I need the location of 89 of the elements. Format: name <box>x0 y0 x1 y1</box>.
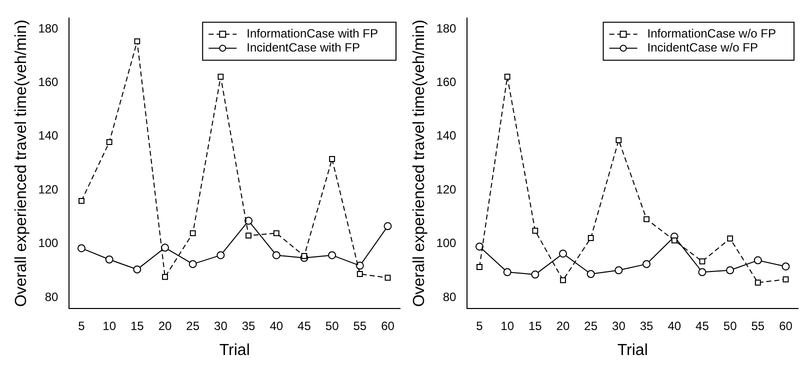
point <box>644 216 650 222</box>
point <box>671 237 678 244</box>
point <box>586 270 595 278</box>
point <box>328 251 336 260</box>
x-tick-label: 50 <box>723 318 738 333</box>
point <box>162 274 168 280</box>
point <box>503 268 512 276</box>
point <box>699 258 706 264</box>
point <box>329 156 336 162</box>
x-tick-label: 55 <box>751 318 765 333</box>
x-tick-label: 40 <box>668 318 682 333</box>
x-tick-label: 25 <box>584 318 598 333</box>
x-tick-label: 10 <box>102 318 116 333</box>
point <box>106 139 112 146</box>
point <box>246 232 252 239</box>
y-tick-label: 140 <box>436 128 457 143</box>
y-tick-label: 160 <box>436 75 457 89</box>
x-tick-label: 60 <box>779 318 793 333</box>
x-tick-label: 45 <box>696 318 710 333</box>
legend-label: InformationCase w/o FP <box>647 26 776 41</box>
point <box>726 266 734 274</box>
y-tick-label: 180 <box>436 21 457 36</box>
x-tick-label: 20 <box>556 318 570 333</box>
y-tick-label: 80 <box>442 290 457 304</box>
y-tick-label: 100 <box>38 236 59 250</box>
point <box>782 276 789 282</box>
point <box>754 256 762 264</box>
x-axis-title: Trial <box>617 342 648 359</box>
x-tick-label: 35 <box>242 318 256 333</box>
y-axis-title: Overall experienced travel time(veh/min) <box>13 20 30 307</box>
point <box>134 38 140 44</box>
legend-label: InformationCase with FP <box>246 26 378 41</box>
x-tick-label: 35 <box>640 318 654 333</box>
point <box>218 74 224 80</box>
y-tick-label: 80 <box>44 290 59 304</box>
point <box>642 260 651 268</box>
point <box>356 271 363 277</box>
x-tick-label: 10 <box>500 318 514 333</box>
y-tick-label: 180 <box>38 21 59 36</box>
x-tick-label: 45 <box>298 318 312 333</box>
y-tick-label: 120 <box>436 182 457 196</box>
point <box>588 235 594 241</box>
point <box>161 244 170 252</box>
y-tick-label: 120 <box>38 182 59 196</box>
x-tick-label: 30 <box>214 318 228 333</box>
x-tick-label: 50 <box>325 318 340 333</box>
point <box>614 266 623 274</box>
x-tick-label: 30 <box>612 318 626 333</box>
point <box>78 198 84 204</box>
point <box>356 262 364 270</box>
x-tick-label: 40 <box>270 318 284 333</box>
point <box>754 280 761 286</box>
point <box>727 236 734 242</box>
point <box>273 230 280 236</box>
x-tick-label: 20 <box>158 318 172 333</box>
point <box>782 262 790 270</box>
x-tick-label: 25 <box>186 318 200 333</box>
legend-label: IncidentCase w/o FP <box>647 40 758 55</box>
x-axis-title: Trial <box>219 342 250 359</box>
point <box>105 255 114 264</box>
point <box>532 228 538 234</box>
x-tick-label: 60 <box>381 318 395 333</box>
point <box>616 137 622 144</box>
point <box>504 74 510 80</box>
point <box>244 216 253 225</box>
point <box>559 250 568 258</box>
point <box>531 270 540 279</box>
x-tick-label: 15 <box>130 318 144 333</box>
legend-label: IncidentCase with FP <box>246 40 360 55</box>
point <box>188 260 197 268</box>
point <box>475 242 484 251</box>
point <box>77 244 86 252</box>
point <box>698 268 706 276</box>
x-tick-label: 55 <box>353 318 367 333</box>
point <box>560 277 566 284</box>
point <box>301 253 308 259</box>
y-tick-label: 100 <box>436 236 457 250</box>
y-tick-label: 160 <box>38 75 59 89</box>
y-tick-label: 140 <box>38 128 59 143</box>
point <box>476 264 482 270</box>
x-tick-label: 5 <box>476 318 484 333</box>
point <box>190 230 196 236</box>
point <box>384 222 392 230</box>
point <box>272 251 280 260</box>
point <box>216 251 225 260</box>
y-axis-title: Overall experienced travel time(veh/min) <box>411 20 428 307</box>
x-tick-label: 5 <box>78 318 86 333</box>
x-tick-label: 15 <box>528 318 542 333</box>
point <box>133 265 142 274</box>
